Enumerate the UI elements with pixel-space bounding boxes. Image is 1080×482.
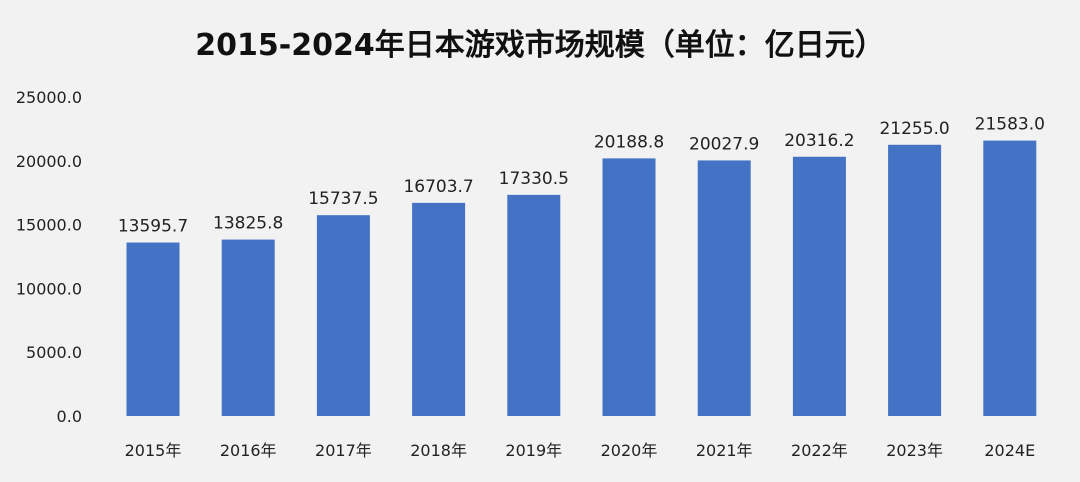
bar — [697, 160, 751, 416]
bar — [792, 156, 846, 416]
x-tick-label: 2019年 — [505, 441, 562, 460]
bar-value-label: 21583.0 — [975, 115, 1045, 135]
x-tick-label: 2017年 — [315, 441, 372, 460]
bar — [126, 242, 180, 416]
x-tick-label: 2024E — [984, 441, 1035, 460]
bar — [316, 215, 370, 416]
bar-value-label: 17330.5 — [499, 169, 569, 189]
bar-value-label: 20027.9 — [689, 134, 759, 154]
y-tick-label: 0.0 — [57, 407, 82, 426]
bar — [507, 194, 561, 416]
x-tick-label: 2022年 — [791, 441, 848, 460]
x-tick-label: 2016年 — [220, 441, 277, 460]
y-tick-label: 10000.0 — [16, 279, 82, 298]
bar-value-label: 16703.7 — [403, 177, 473, 197]
x-tick-label: 2021年 — [696, 441, 753, 460]
bar — [221, 239, 275, 416]
y-tick-label: 20000.0 — [16, 152, 82, 171]
y-tick-label: 15000.0 — [16, 216, 82, 235]
y-tick-label: 25000.0 — [16, 88, 82, 107]
bar — [602, 158, 656, 416]
bar — [412, 202, 466, 416]
y-tick-label: 5000.0 — [26, 343, 82, 362]
chart-title: 2015-2024年日本游戏市场规模（单位：亿日元） — [195, 28, 885, 63]
bar-value-label: 13825.8 — [213, 214, 283, 234]
x-tick-label: 2020年 — [601, 441, 658, 460]
bar — [888, 144, 942, 416]
bar-value-label: 20316.2 — [784, 131, 854, 151]
bar-value-label: 21255.0 — [879, 119, 949, 139]
bar-value-label: 20188.8 — [594, 132, 664, 152]
x-tick-label: 2015年 — [125, 441, 182, 460]
x-tick-label: 2018年 — [410, 441, 467, 460]
x-tick-label: 2023年 — [886, 441, 943, 460]
bar-value-label: 15737.5 — [308, 189, 378, 209]
bar — [983, 140, 1037, 416]
bar-value-label: 13595.7 — [118, 217, 188, 237]
